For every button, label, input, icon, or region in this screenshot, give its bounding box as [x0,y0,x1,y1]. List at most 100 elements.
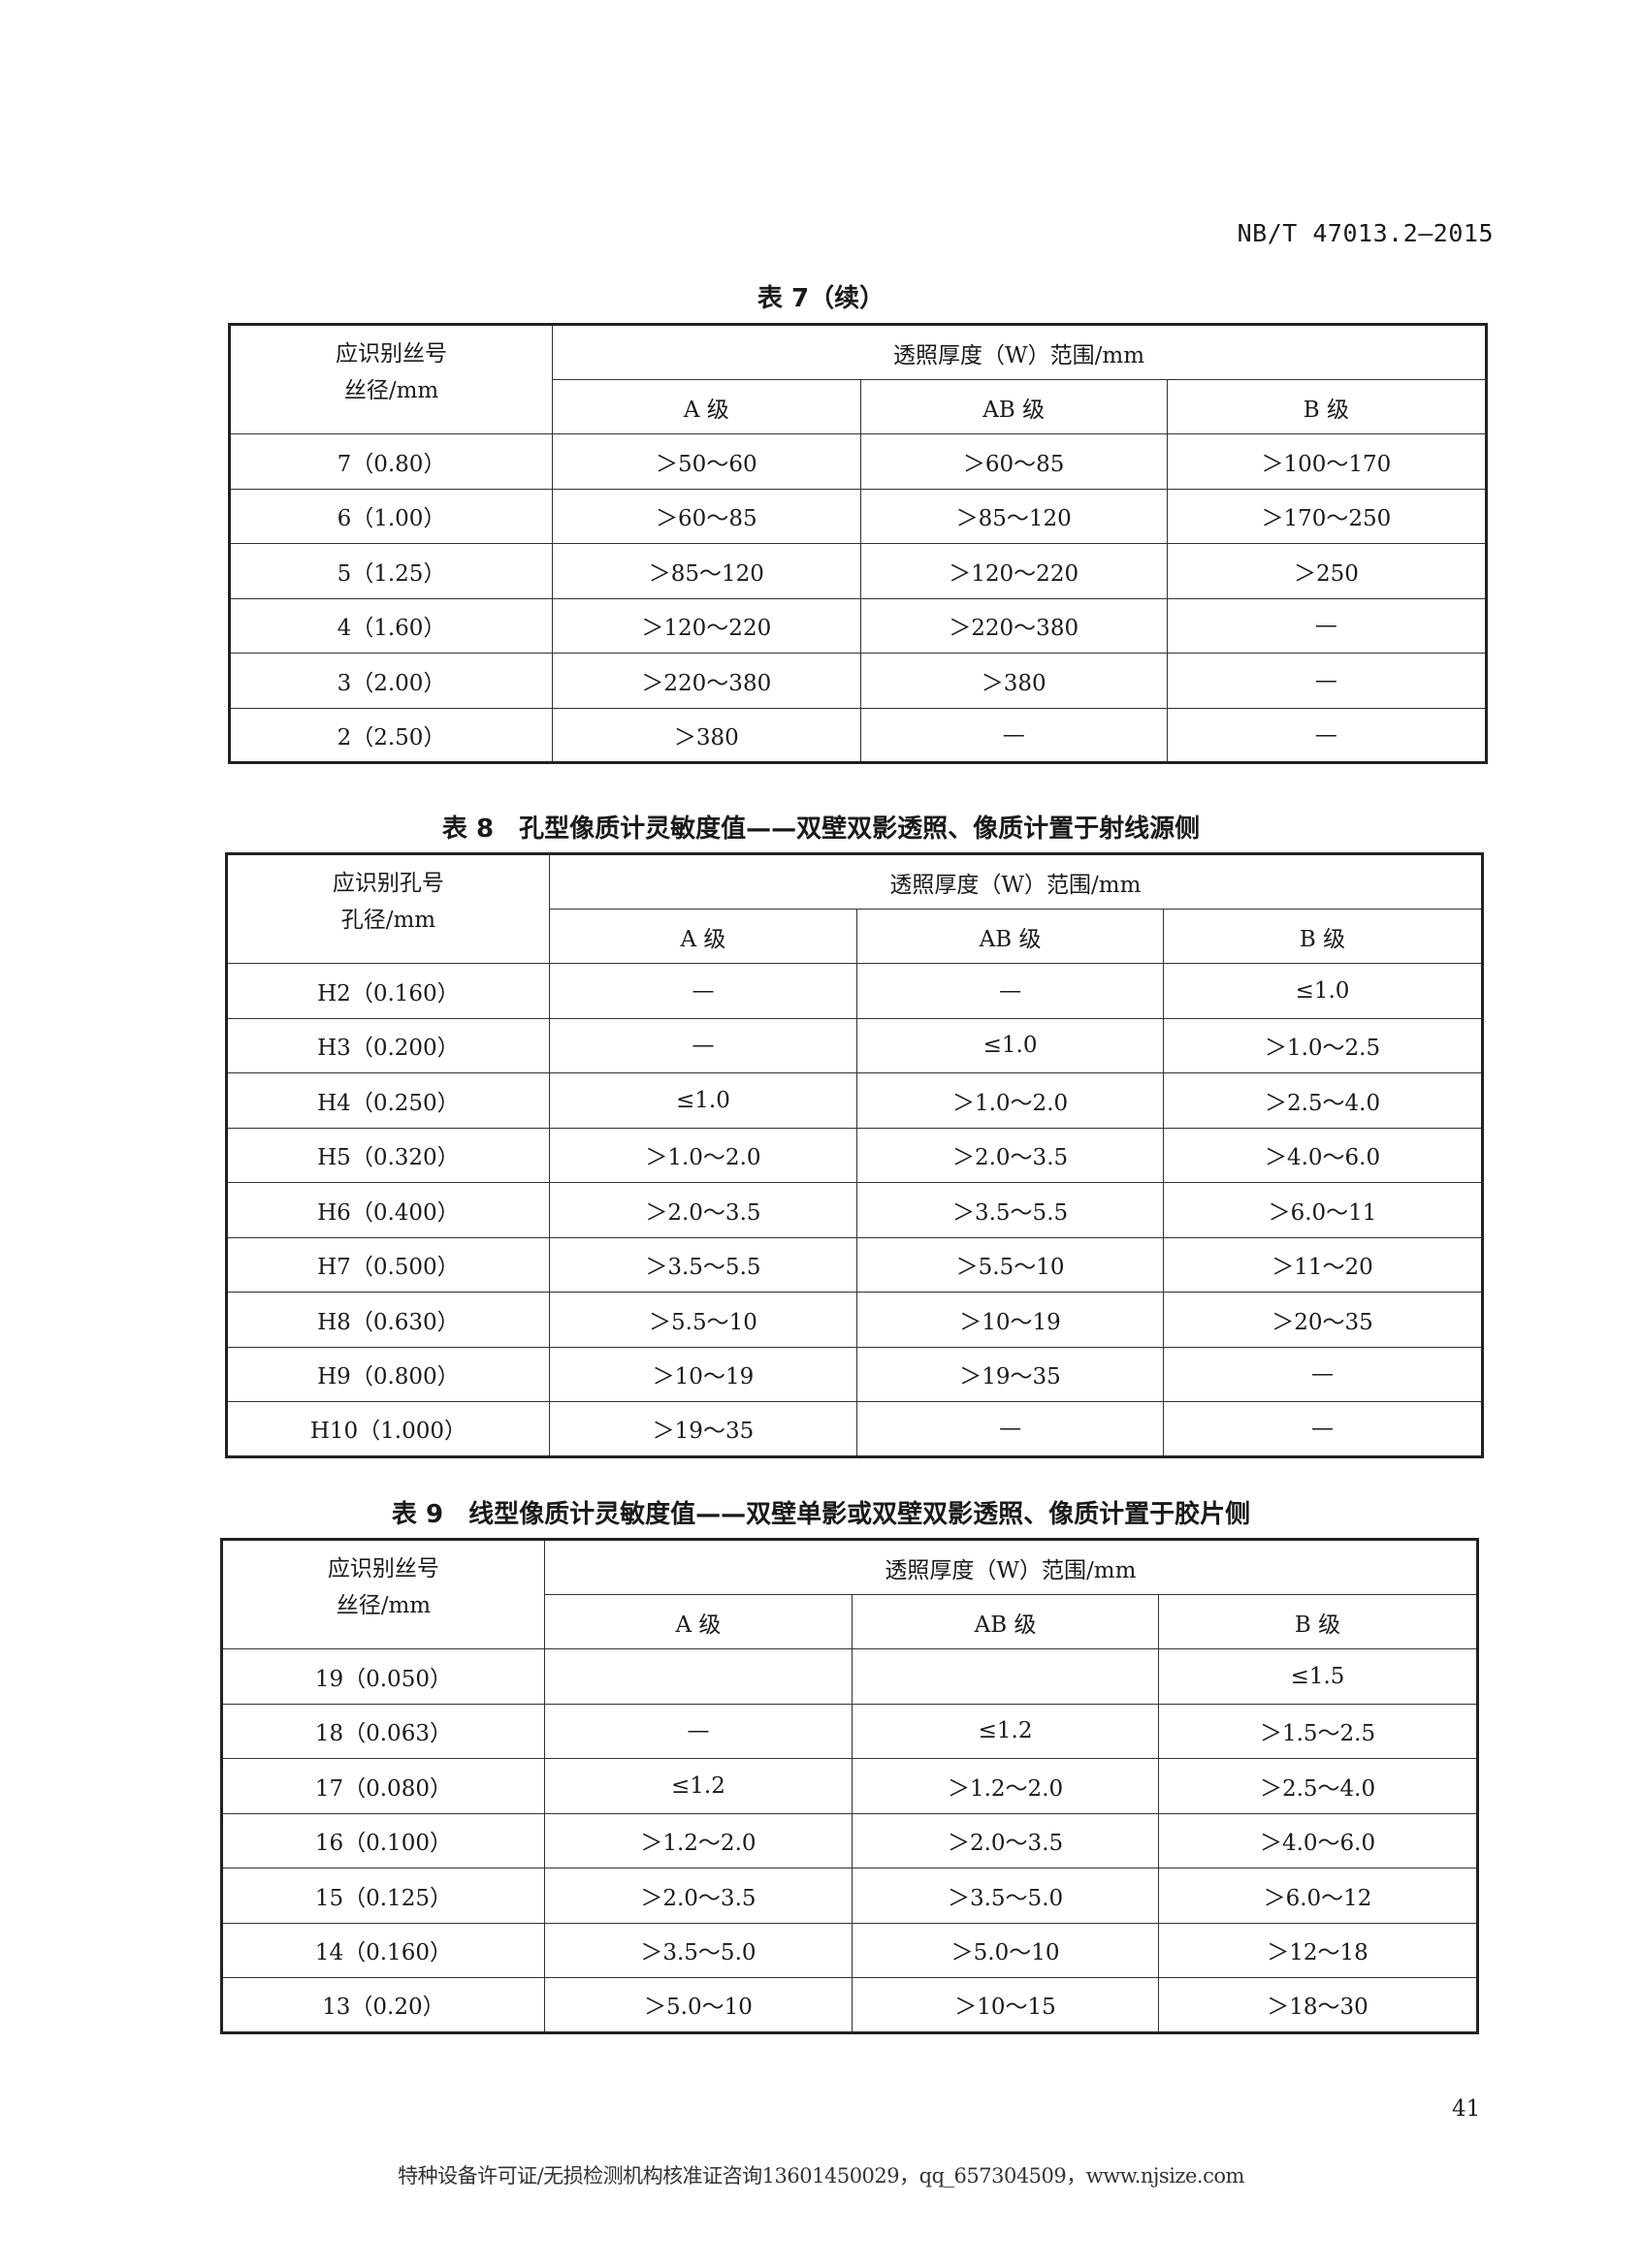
table-cell: — [856,963,1165,1019]
table-cell: ＞100～170 [1166,433,1488,490]
table-cell: ＞10～19 [856,1292,1165,1348]
row-header-cell: H10（1.000） [226,1401,550,1457]
corner-header: 应识别丝号 丝径/mm [228,324,554,434]
table-cell: ≤1.0 [1163,963,1483,1019]
table-cell: ＞120～220 [859,543,1168,599]
row-header-cell: 4（1.60） [228,597,554,654]
table-cell: ＞50～60 [552,433,861,490]
corner-header-line: 孔径/mm [340,908,436,933]
row-header-cell: H9（0.800） [226,1346,550,1402]
table-cell: ＞6.0～11 [1163,1182,1483,1238]
table-row: H5（0.320） ＞1.0～2.0 ＞2.0～3.5 ＞4.0～6.0 [226,1127,1483,1183]
table-cell [543,1648,853,1705]
header-row: 应识别孔号 孔径/mm 透照厚度（W）范围/mm [226,853,1484,964]
table-cell: ≤1.0 [548,1072,858,1129]
table-cell: ＞1.5～2.5 [1158,1703,1478,1759]
table-cell: ＞1.2～2.0 [852,1758,1160,1814]
column-header: AB 级 [856,909,1165,964]
table-cell: ＞2.0～3.5 [852,1812,1160,1869]
table-7-caption: 表 7（续） [757,284,885,313]
table-cell: ＞20～35 [1163,1292,1483,1348]
table-cell: ＞1.0～2.5 [1163,1017,1483,1073]
table-row: 7（0.80） ＞50～60 ＞60～85 ＞100～170 [228,433,1488,490]
table-row: H4（0.250） ≤1.0 ＞1.0～2.0 ＞2.5～4.0 [226,1072,1483,1129]
table-cell: — [1163,1401,1483,1457]
table-cell: ＞380 [859,653,1168,709]
table-cell: ≤1.0 [856,1017,1165,1073]
table-row: H2（0.160） — — ≤1.0 [226,963,1483,1019]
table-cell: ＞1.2～2.0 [543,1812,853,1869]
table-cell: ＞1.0～2.0 [856,1072,1165,1129]
column-header: A 级 [552,379,861,434]
table-cell: ＞19～35 [548,1401,858,1457]
group-header: 透照厚度（W）范围/mm [552,324,1487,380]
table-row: 5（1.25） ＞85～120 ＞120～220 ＞250 [228,543,1488,599]
row-header-cell: 16（0.100） [221,1812,545,1869]
table-cell: ＞85～120 [552,543,861,599]
row-header-cell: H4（0.250） [226,1072,550,1129]
table-cell: — [548,1017,858,1073]
table-cell: ＞10～19 [548,1346,858,1402]
table-cell: — [548,963,858,1019]
table-cell: ＞220～380 [859,597,1168,654]
column-header: AB 级 [852,1594,1160,1649]
table-row: 14（0.160） ＞3.5～5.0 ＞5.0～10 ＞12～18 [221,1922,1478,1978]
table-cell: ＞19～35 [856,1346,1165,1402]
table-cell: ＞85～120 [859,488,1168,544]
row-header-cell: H5（0.320） [226,1127,550,1183]
header-row: 应识别丝号 丝径/mm 透照厚度（W）范围/mm [228,324,1487,434]
table-9-caption: 表 9 线型像质计灵敏度值——双壁单影或双壁双影透照、像质计置于胶片侧 [391,1500,1251,1529]
table-cell: ≤1.2 [543,1758,853,1814]
table-cell: — [1166,597,1488,654]
footer-watermark-text: 特种设备许可证/无损检测机构核准证咨询13601450029，qq_657304… [398,2164,1244,2188]
column-header: B 级 [1163,909,1483,964]
table-row: 15（0.125） ＞2.0～3.5 ＞3.5～5.0 ＞6.0～12 [221,1868,1478,1924]
column-header: B 级 [1166,379,1488,434]
page-number: 41 [1452,2096,1481,2122]
table-cell: ＞5.5～10 [856,1236,1165,1293]
row-header-cell: H8（0.630） [226,1292,550,1348]
table-cell: ＞2.0～3.5 [543,1868,853,1924]
table-row: H9（0.800） ＞10～19 ＞19～35— [226,1346,1483,1402]
table-cell: — [543,1703,853,1759]
table-row: 18（0.063） — ≤1.2 ＞1.5～2.5 [221,1703,1478,1759]
table-cell: ＞18～30 [1158,1977,1478,2033]
table-row: 17（0.080） ≤1.2 ＞1.2～2.0 ＞2.5～4.0 [221,1758,1478,1814]
row-header-cell: 19（0.050） [221,1648,545,1705]
table-cell [852,1648,1160,1705]
table-cell: ＞250 [1166,543,1488,599]
table-row: 2（2.50） ＞380— — [228,707,1488,763]
table-cell: — [859,707,1168,763]
table-cell: ＞60～85 [552,488,861,544]
table-cell: ＞2.5～4.0 [1158,1758,1478,1814]
table-cell: ＞60～85 [859,433,1168,490]
row-header-cell: 14（0.160） [221,1922,545,1978]
table-row: 19（0.050） ≤1.5 [221,1648,1478,1705]
column-header: A 级 [548,909,858,964]
table-cell: ＞2.0～3.5 [856,1127,1165,1183]
row-header-cell: H7（0.500） [226,1236,550,1293]
row-header-cell: H2（0.160） [226,963,550,1019]
table-cell: — [856,1401,1165,1457]
table-cell: ＞3.5～5.0 [852,1868,1160,1924]
row-header-cell: H6（0.400） [226,1182,550,1238]
table-cell: ＞12～18 [1158,1922,1478,1978]
group-header: 透照厚度（W）范围/mm [543,1539,1479,1595]
table-row: H7（0.500） ＞3.5～5.5 ＞5.5～10 ＞11～20 [226,1236,1483,1293]
table-cell: ＞11～20 [1163,1236,1483,1293]
table-cell: ＞3.5～5.5 [548,1236,858,1293]
row-header-cell: 6（1.00） [228,488,554,544]
table-cell: ＞10～15 [852,1977,1160,2033]
table-row: H6（0.400） ＞2.0～3.5 ＞3.5～5.5 ＞6.0～11 [226,1182,1483,1238]
row-header-cell: 5（1.25） [228,543,554,599]
table-row: H3（0.200） — ≤1.0 ＞1.0～2.5 [226,1017,1483,1073]
table-cell: ＞170～250 [1166,488,1488,544]
table-cell: ＞2.0～3.5 [548,1182,858,1238]
column-header: A 级 [543,1594,853,1649]
corner-header-line: 丝径/mm [343,378,439,403]
table-cell: ＞120～220 [552,597,861,654]
